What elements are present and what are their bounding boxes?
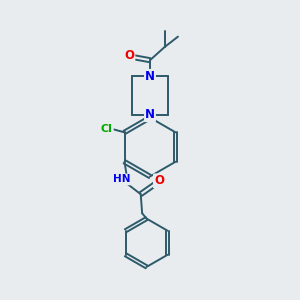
Text: N: N (145, 108, 155, 121)
Text: O: O (124, 49, 134, 62)
Text: O: O (154, 174, 164, 188)
Text: HN: HN (113, 174, 130, 184)
Text: Cl: Cl (101, 124, 113, 134)
Text: N: N (145, 70, 155, 83)
